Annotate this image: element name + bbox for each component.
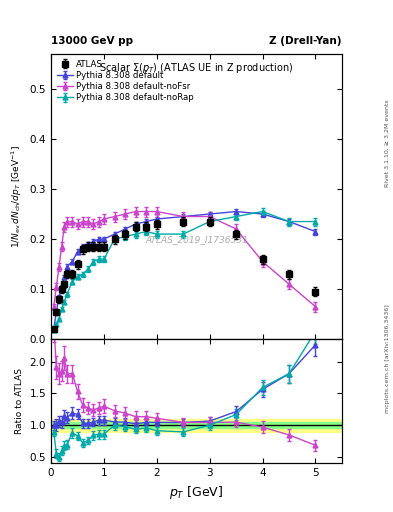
Text: Z (Drell-Yan): Z (Drell-Yan) [270,36,342,46]
Y-axis label: Ratio to ATLAS: Ratio to ATLAS [15,368,24,434]
Bar [51,422,342,429]
Y-axis label: $1/N_{\mathrm{ev}}\,dN_{\mathrm{ch}}/dp_T\ [\mathrm{GeV}^{-1}]$: $1/N_{\mathrm{ev}}\,dN_{\mathrm{ch}}/dp_… [10,145,24,248]
Text: 13000 GeV pp: 13000 GeV pp [51,36,133,46]
Bar [51,419,342,432]
Text: ATLAS_2019_I1736531: ATLAS_2019_I1736531 [145,235,248,244]
X-axis label: $p_T$ [GeV]: $p_T$ [GeV] [169,484,224,501]
Text: mcplots.cern.ch [arXiv:1306.3436]: mcplots.cern.ch [arXiv:1306.3436] [385,304,390,413]
Legend: ATLAS, Pythia 8.308 default, Pythia 8.308 default-noFsr, Pythia 8.308 default-no: ATLAS, Pythia 8.308 default, Pythia 8.30… [54,56,197,105]
Text: Scalar $\Sigma(p_T)$ (ATLAS UE in Z production): Scalar $\Sigma(p_T)$ (ATLAS UE in Z prod… [99,61,294,75]
Text: Rivet 3.1.10, ≥ 3.2M events: Rivet 3.1.10, ≥ 3.2M events [385,99,390,187]
